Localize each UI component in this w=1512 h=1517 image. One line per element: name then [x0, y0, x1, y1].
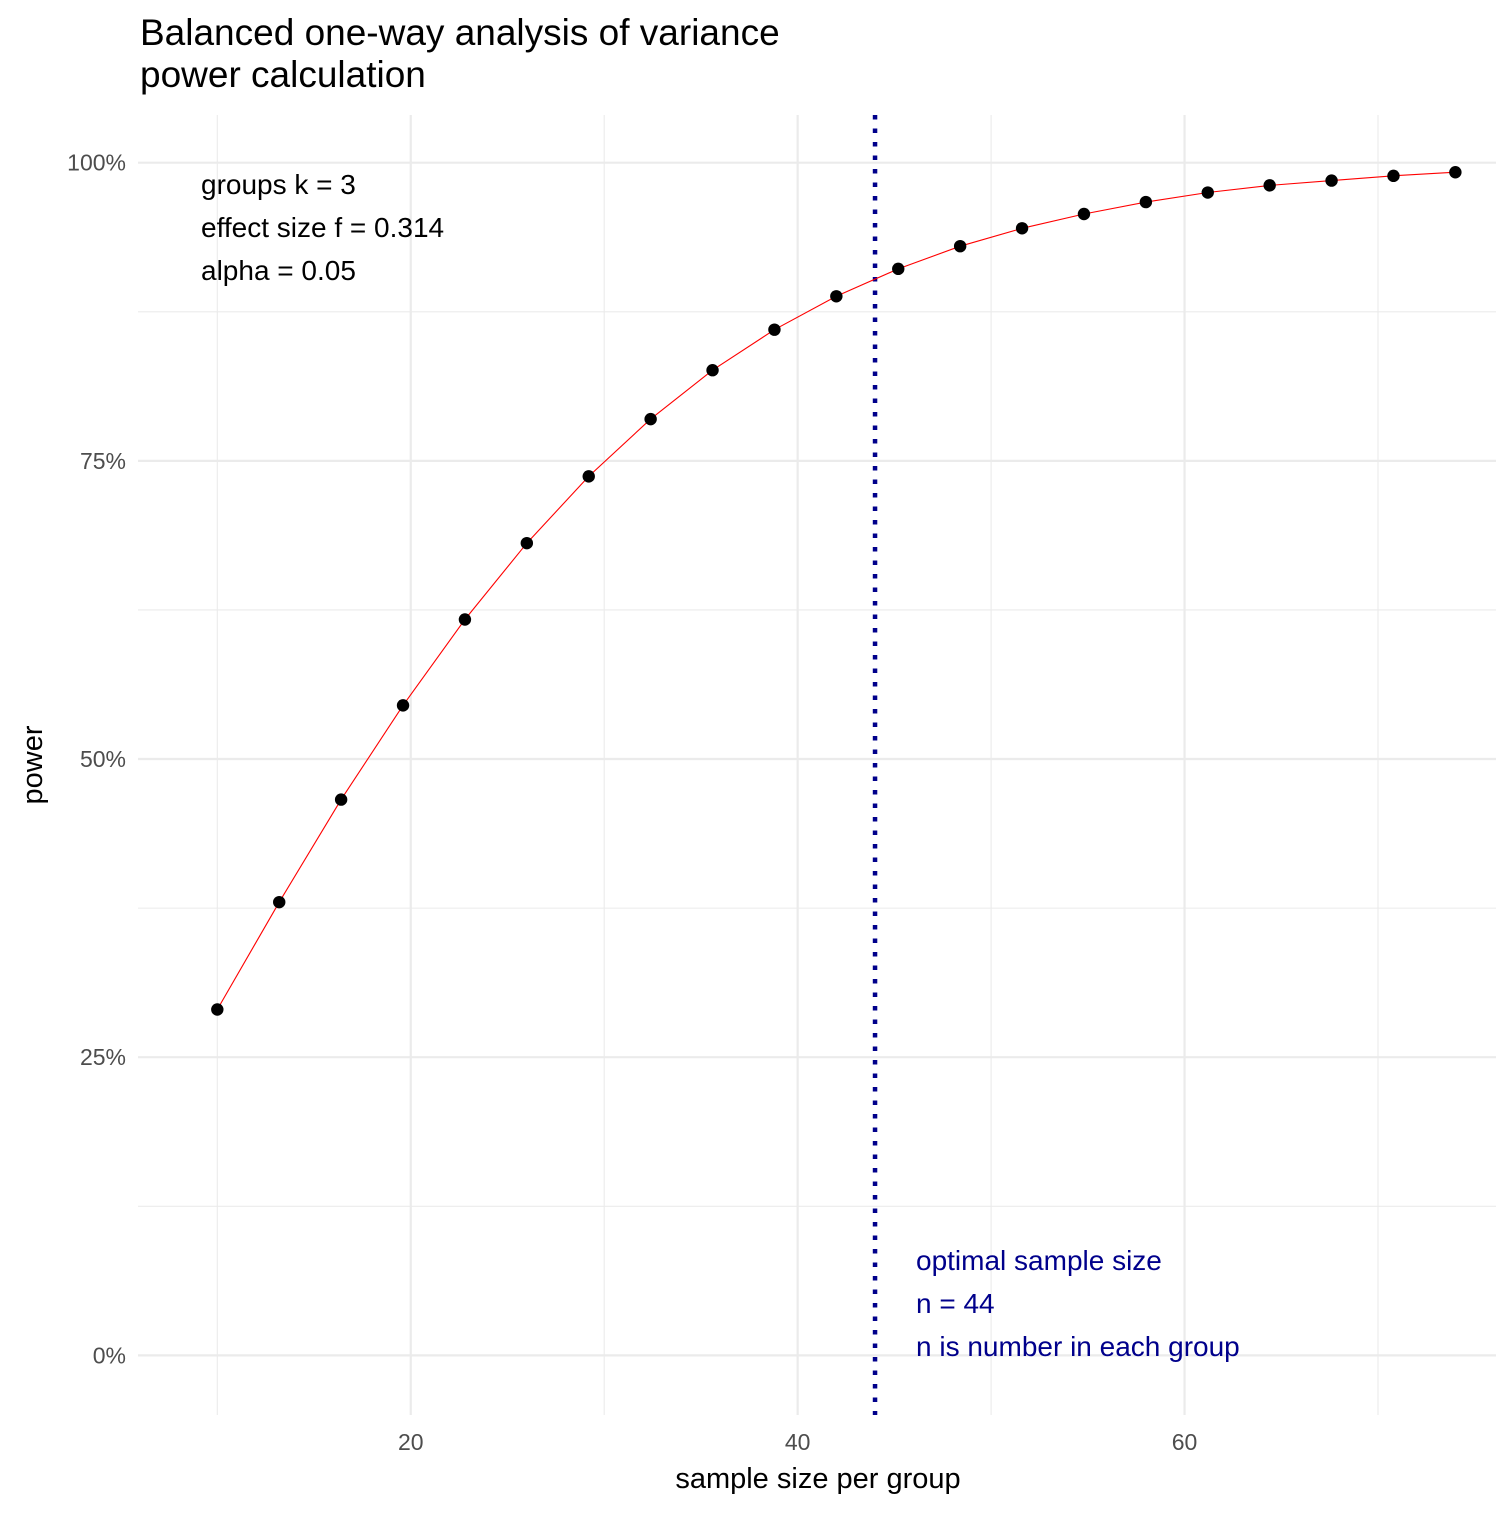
data-point — [334, 793, 348, 806]
y-tick-label: 25% — [80, 1044, 126, 1070]
power-series — [211, 166, 1462, 1016]
chart-title-line: Balanced one-way analysis of variance — [140, 12, 780, 53]
y-tick-labels: 0% 25% 50% 75% 100% — [67, 150, 126, 1369]
parameter-label: effect size f = 0.314 — [201, 212, 444, 243]
y-tick-label: 0% — [93, 1342, 126, 1368]
y-tick-label: 75% — [80, 448, 126, 474]
data-point — [830, 290, 843, 303]
x-tick-label: 60 — [1172, 1429, 1198, 1455]
y-axis-title: power — [17, 725, 49, 804]
optimal-sample-label: n = 44 — [916, 1288, 995, 1319]
parameter-label: groups k = 3 — [201, 169, 356, 200]
data-point — [273, 895, 286, 909]
data-point — [1263, 179, 1276, 192]
data-point — [520, 536, 534, 550]
parameters-annotation: groups k = 3 effect size f = 0.314 alpha =… — [201, 169, 444, 286]
data-point — [892, 262, 905, 276]
optimal-sample-annotation: optimal sample size n = 44 n is number in … — [916, 1245, 1240, 1362]
data-point — [1449, 166, 1462, 179]
data-point — [1077, 207, 1091, 221]
data-point — [1201, 186, 1214, 199]
data-point — [1015, 222, 1029, 235]
chart-title: Balanced one-way analysis of variancepow… — [140, 12, 780, 95]
y-tick-label: 100% — [67, 150, 126, 176]
data-point — [706, 364, 719, 377]
data-point — [1139, 195, 1153, 209]
data-point — [211, 1003, 224, 1016]
x-tick-label: 40 — [785, 1429, 811, 1455]
data-point — [644, 412, 657, 426]
data-point — [458, 613, 472, 626]
optimal-sample-label: n is number in each group — [916, 1331, 1240, 1362]
optimal-sample-label: optimal sample size — [916, 1245, 1162, 1276]
data-point — [582, 470, 595, 483]
data-point — [1325, 174, 1338, 187]
grid — [138, 115, 1496, 1415]
x-axis-title: sample size per group — [675, 1463, 960, 1495]
x-tick-labels: 20 40 60 — [398, 1429, 1197, 1455]
data-point — [953, 239, 967, 253]
parameter-label: alpha = 0.05 — [201, 255, 356, 286]
data-point — [1387, 169, 1400, 183]
data-point — [396, 699, 410, 712]
x-tick-label: 20 — [398, 1429, 424, 1455]
y-tick-label: 50% — [80, 746, 126, 772]
data-point — [768, 323, 781, 336]
chart-title-line: power calculation — [140, 54, 426, 95]
